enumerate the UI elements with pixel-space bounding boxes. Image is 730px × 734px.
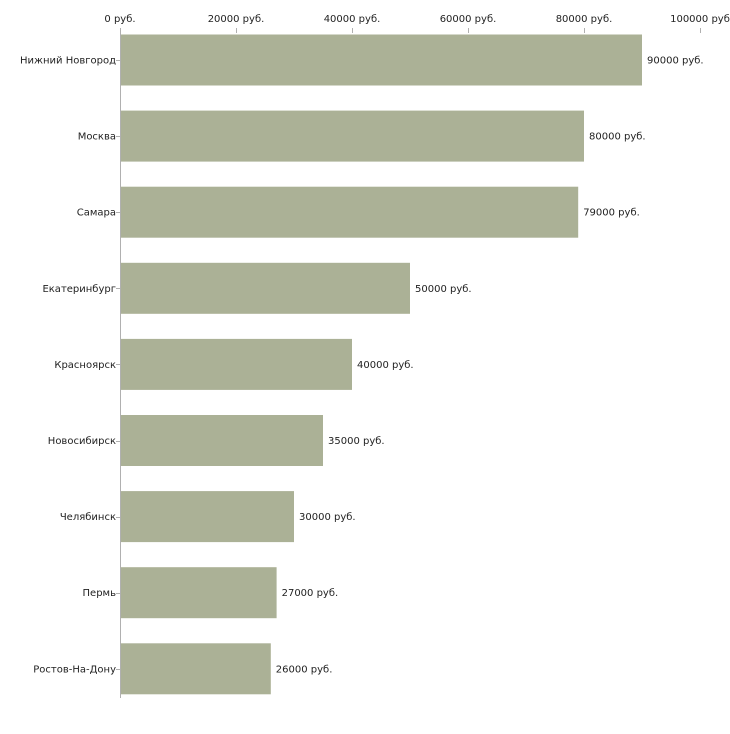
bar — [121, 567, 277, 619]
bar — [121, 338, 352, 390]
category-label: Пермь — [83, 588, 117, 599]
value-label: 35000 руб. — [328, 436, 385, 447]
bar — [121, 110, 584, 162]
category-label: Новосибирск — [48, 436, 116, 447]
labels: Нижний Новгород 90000 руб. Москва 80000 руб… — [20, 56, 704, 676]
value-label: 80000 руб. — [589, 132, 646, 143]
x-tick-label: 0 руб. — [104, 14, 135, 25]
x-tick-label: 40000 руб. — [324, 14, 381, 25]
x-tick-label: 100000 руб — [670, 14, 730, 25]
category-label: Екатеринбург — [42, 284, 116, 295]
value-label: 40000 руб. — [357, 360, 414, 371]
category-label: Красноярск — [54, 360, 116, 371]
bar — [121, 34, 642, 86]
x-axis-ticks: 0 руб. 20000 руб. 40000 руб. 60000 руб. 8000… — [104, 14, 730, 670]
x-tick-label: 80000 руб. — [556, 14, 613, 25]
value-label: 79000 руб. — [583, 208, 640, 219]
bar — [121, 643, 271, 695]
bar — [121, 491, 294, 543]
value-label: 26000 руб. — [276, 664, 333, 675]
category-label: Самара — [77, 208, 116, 219]
x-tick-label: 60000 руб. — [440, 14, 497, 25]
value-label: 50000 руб. — [415, 284, 472, 295]
category-label: Москва — [78, 132, 116, 143]
bars — [121, 34, 642, 695]
value-label: 27000 руб. — [282, 588, 339, 599]
category-label: Челябинск — [60, 512, 116, 523]
bar — [121, 262, 410, 314]
category-label: Нижний Новгород — [20, 56, 116, 67]
bar — [121, 186, 579, 238]
x-tick-label: 20000 руб. — [208, 14, 265, 25]
value-label: 90000 руб. — [647, 56, 704, 67]
value-label: 30000 руб. — [299, 512, 356, 523]
bar — [121, 415, 323, 466]
category-label: Ростов-На-Дону — [33, 664, 116, 675]
